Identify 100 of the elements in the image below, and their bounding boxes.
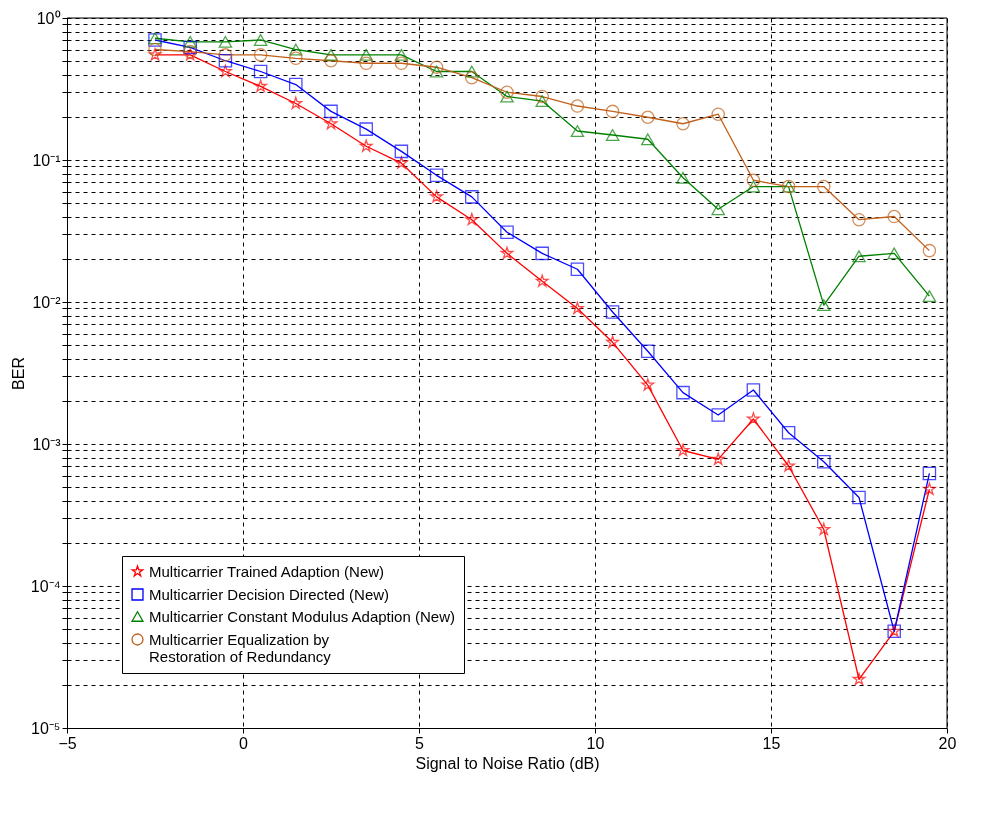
point <box>218 64 232 78</box>
point <box>289 96 303 110</box>
point <box>465 70 479 85</box>
point <box>324 48 338 61</box>
legend-label: Multicarrier Trained Adaption (New) <box>149 562 385 580</box>
point <box>359 122 373 136</box>
legend-label: Multicarrier Decision Directed (New) <box>149 585 390 603</box>
point <box>148 42 162 57</box>
point <box>605 305 620 319</box>
y-tick-label: 10⁻⁴ <box>30 577 61 595</box>
point <box>253 48 268 62</box>
point <box>570 125 585 137</box>
point <box>324 53 338 68</box>
y-tick-label: 10⁻⁵ <box>31 719 61 737</box>
point <box>781 425 796 440</box>
point <box>500 246 514 259</box>
point <box>887 247 901 260</box>
point <box>429 65 444 78</box>
point <box>324 104 338 119</box>
point <box>746 173 761 188</box>
point <box>852 672 866 685</box>
point <box>359 139 373 152</box>
point <box>183 48 197 61</box>
x-axis-title: Signal to Noise Ratio (dB) <box>415 754 600 772</box>
point <box>394 56 409 71</box>
point <box>746 180 761 193</box>
point <box>430 190 444 203</box>
point <box>711 107 725 122</box>
legend-label: Multicarrier Constant Modulus Adaption (New) <box>149 607 455 625</box>
point <box>711 203 725 216</box>
point <box>605 129 620 141</box>
point <box>676 116 690 131</box>
point <box>289 43 303 56</box>
x-tick-label: 0 <box>239 734 249 752</box>
point <box>922 243 937 258</box>
y-axis-title: BER <box>9 357 27 390</box>
point <box>253 34 268 46</box>
point <box>253 64 268 79</box>
point <box>148 48 162 61</box>
y-tick-label: 10⁻³ <box>32 435 62 453</box>
point <box>711 408 725 422</box>
point <box>289 77 303 92</box>
point <box>535 246 549 261</box>
point <box>500 225 514 239</box>
point <box>887 209 901 224</box>
x-tick-label: 5 <box>415 734 425 752</box>
point <box>606 335 620 348</box>
point <box>500 85 514 100</box>
point <box>465 65 479 78</box>
x-tick-label: 20 <box>938 734 957 752</box>
x-tick-label: 10 <box>586 734 605 752</box>
point <box>570 262 585 277</box>
point <box>711 452 725 465</box>
point <box>676 385 690 400</box>
point <box>641 344 655 359</box>
x-tick-label: −5 <box>58 734 77 752</box>
point <box>359 56 373 71</box>
point <box>746 412 760 425</box>
point <box>817 454 831 469</box>
point <box>817 179 831 194</box>
point <box>641 110 655 125</box>
legend-label: Multicarrier Equalization by Restoration of Redundancy <box>149 630 332 665</box>
point <box>465 190 479 204</box>
y-tick-label: 10⁰ <box>36 9 61 27</box>
point <box>183 35 197 48</box>
point <box>218 35 233 48</box>
point <box>570 99 585 113</box>
point <box>922 482 936 495</box>
point <box>641 378 655 391</box>
point <box>218 53 233 68</box>
point <box>218 48 233 62</box>
point <box>359 48 373 61</box>
point <box>394 48 409 61</box>
point <box>465 212 479 226</box>
point <box>852 212 866 227</box>
point <box>535 95 549 108</box>
point <box>817 299 831 312</box>
point <box>429 168 444 183</box>
point <box>782 459 796 472</box>
point <box>641 133 655 146</box>
point <box>500 90 514 103</box>
y-tick-label: 10⁻² <box>32 293 62 311</box>
point <box>922 290 937 303</box>
point <box>429 60 444 75</box>
point <box>535 89 549 104</box>
point <box>570 301 584 315</box>
point <box>922 466 937 481</box>
point <box>394 156 408 169</box>
point <box>746 383 761 397</box>
point <box>605 104 620 119</box>
point <box>254 79 268 92</box>
point <box>852 250 866 263</box>
point <box>817 522 831 536</box>
point <box>289 51 303 66</box>
y-tick-label: 10⁻¹ <box>32 151 61 169</box>
x-tick-label: 15 <box>762 734 781 752</box>
point <box>324 116 338 130</box>
point <box>852 490 866 505</box>
point <box>676 443 690 457</box>
point <box>676 171 690 184</box>
